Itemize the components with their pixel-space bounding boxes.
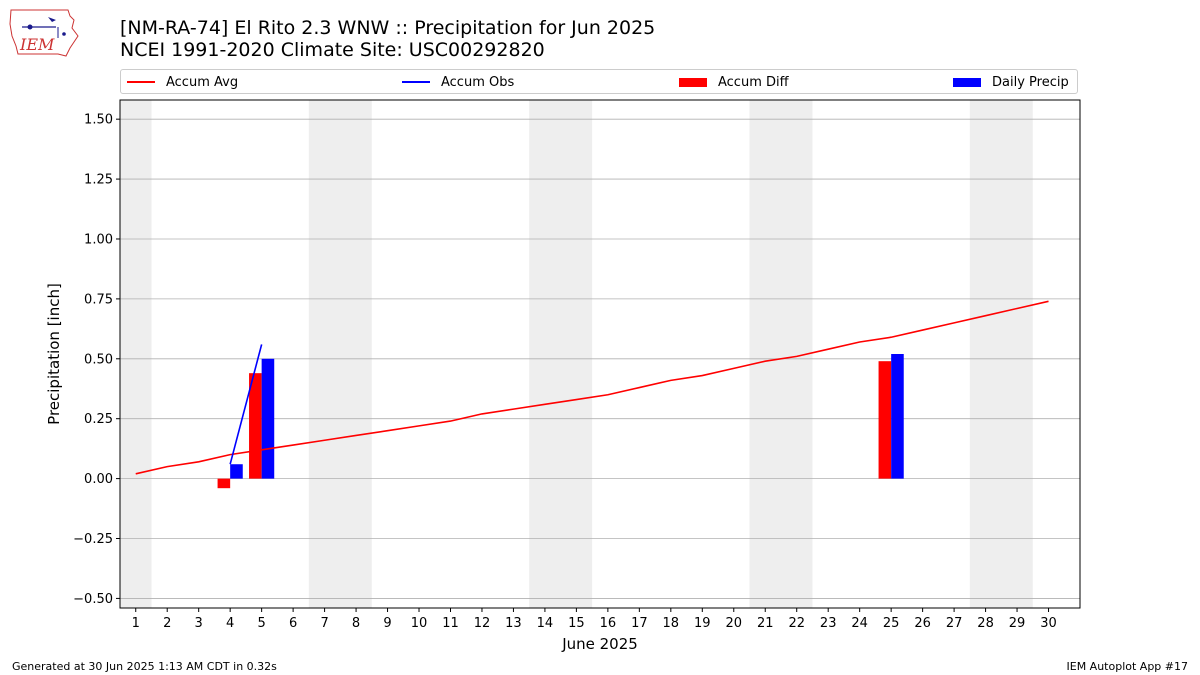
legend-item-daily-precip: Daily Precip [953, 74, 1069, 90]
legend-item-accum-avg: Accum Avg [127, 74, 238, 90]
y-axis-label: Precipitation [inch] [45, 283, 63, 425]
y-tick-label: −0.50 [73, 592, 113, 607]
y-tick-label: 1.00 [84, 232, 113, 247]
x-tick-label: 7 [320, 616, 328, 631]
iowa-outline [9, 9, 79, 57]
legend-swatch-accum-diff [679, 77, 707, 87]
x-tick-label: 12 [474, 616, 491, 631]
x-tick-label: 5 [257, 616, 265, 631]
weekend-shading [120, 100, 1033, 608]
x-tick-label: 21 [757, 616, 774, 631]
y-tick-label: 0.50 [84, 352, 113, 367]
legend-label-accum-diff: Accum Diff [718, 74, 789, 90]
y-tick-label: 1.50 [84, 113, 113, 128]
daily-precip-bar [230, 464, 243, 479]
x-tick-label: 19 [694, 616, 711, 631]
series-lines [135, 300, 1049, 475]
x-tick-label: 28 [977, 616, 994, 631]
y-tick-label: −0.25 [73, 532, 113, 547]
chart-subtitle: NCEI 1991-2020 Climate Site: USC00292820 [120, 39, 545, 61]
x-axis: 1 2 3 4 5 6 7 8 9 10 11 12 13 14 15 16 17 18 19 20 21 22 23 24 2… [132, 608, 1057, 631]
weekend-band [969, 100, 1033, 608]
daily-precip-bar [261, 358, 275, 479]
x-tick-label: 9 [383, 616, 391, 631]
legend-item-accum-obs: Accum Obs [402, 74, 514, 90]
x-tick-label: 8 [352, 616, 360, 631]
x-tick-label: 22 [788, 616, 805, 631]
legend-item-accum-diff: Accum Diff [679, 74, 789, 90]
y-tick-label: 0.00 [84, 472, 113, 487]
chart-title: [NM-RA-74] El Rito 2.3 WNW :: Precipitat… [120, 17, 656, 39]
x-tick-label: 10 [411, 616, 428, 631]
x-tick-label: 14 [537, 616, 554, 631]
plot-frame [119, 99, 1081, 609]
y-tick-label: 0.75 [84, 292, 113, 307]
generated-timestamp: Generated at 30 Jun 2025 1:13 AM CDT in … [12, 660, 277, 673]
legend-label-accum-avg: Accum Avg [166, 74, 239, 90]
accum-avg-line [135, 300, 1049, 475]
x-axis-label: June 2025 [561, 635, 638, 653]
gridlines [120, 118, 1080, 599]
iem-logo: IEM [9, 9, 79, 57]
legend-swatch-accum-obs [402, 81, 430, 83]
accum-diff-bar [878, 361, 892, 479]
x-tick-label: 23 [820, 616, 837, 631]
daily-precip-bar [891, 354, 904, 479]
x-tick-label: 6 [289, 616, 297, 631]
accum-diff-bar [217, 478, 231, 489]
x-tick-label: 15 [568, 616, 585, 631]
x-tick-label: 30 [1040, 616, 1057, 631]
weekend-band [308, 100, 372, 608]
legend-swatch-daily-precip [953, 77, 981, 87]
x-tick-label: 11 [442, 616, 459, 631]
x-tick-label: 4 [226, 616, 234, 631]
x-tick-label: 3 [195, 616, 203, 631]
weekend-band [529, 100, 593, 608]
y-axis: −0.50 −0.25 0.00 0.25 0.50 0.75 1.00 1.25 1.50 [73, 113, 120, 607]
weekend-band [749, 100, 813, 608]
x-tick-label: 2 [163, 616, 171, 631]
x-tick-label: 20 [725, 616, 742, 631]
accum-diff-bar [249, 373, 262, 479]
x-tick-label: 24 [851, 616, 868, 631]
app-credit: IEM Autoplot App #17 [1066, 660, 1189, 673]
x-tick-label: 1 [132, 616, 140, 631]
legend: Accum Avg Accum Obs Accum Diff Daily Pre… [120, 69, 1078, 94]
legend-label-accum-obs: Accum Obs [441, 74, 515, 90]
x-tick-label: 27 [946, 616, 963, 631]
y-tick-label: 0.25 [84, 412, 113, 427]
iem-logo-text: IEM [19, 35, 55, 54]
x-tick-label: 26 [914, 616, 931, 631]
y-tick-label: 1.25 [84, 173, 113, 188]
legend-swatch-accum-avg [127, 81, 155, 83]
accum-obs-line [229, 344, 263, 465]
weekend-band [120, 100, 152, 608]
x-tick-label: 25 [883, 616, 900, 631]
x-tick-label: 16 [600, 616, 617, 631]
x-tick-label: 29 [1009, 616, 1026, 631]
x-tick-label: 18 [663, 616, 680, 631]
x-tick-label: 17 [631, 616, 648, 631]
legend-label-daily-precip: Daily Precip [992, 74, 1069, 90]
x-tick-label: 13 [505, 616, 522, 631]
